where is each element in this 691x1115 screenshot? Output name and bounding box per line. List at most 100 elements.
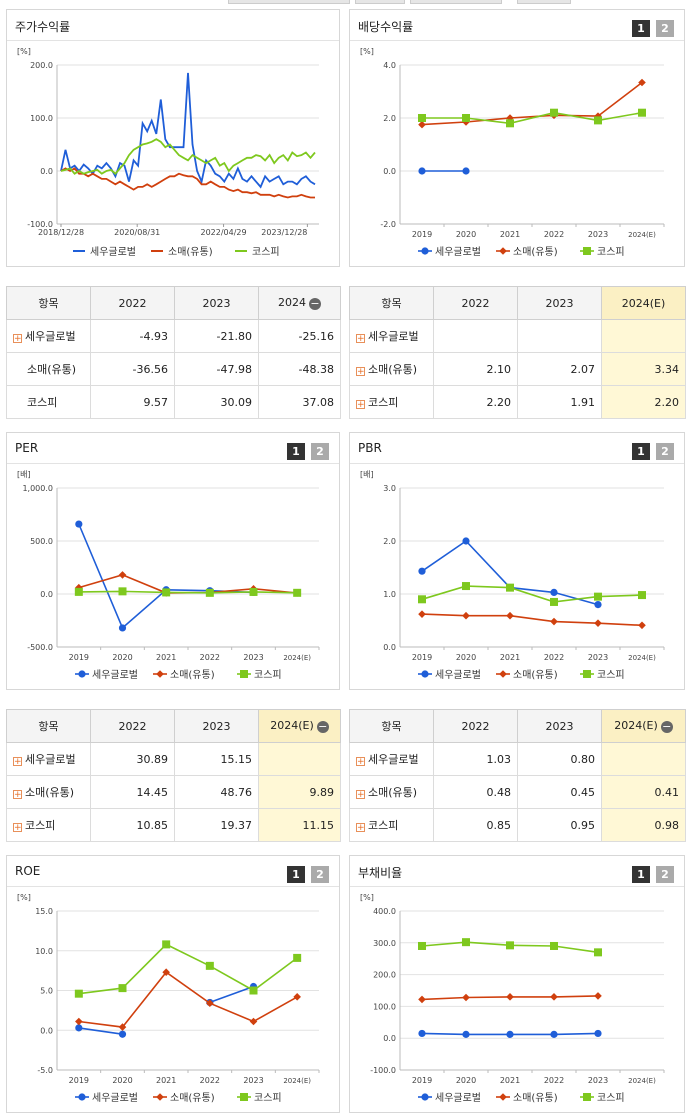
mode-1-button[interactable]: 1 [632, 443, 650, 460]
expand-icon[interactable]: + [356, 334, 365, 344]
row-name: 코스피 [368, 396, 399, 409]
table-cell: 1.03 [433, 742, 518, 776]
mode-2-button[interactable]: 2 [656, 20, 674, 37]
expand-icon[interactable]: + [356, 367, 365, 377]
expand-icon[interactable]: + [13, 823, 22, 833]
x-tick-label: 2024(E) [628, 231, 656, 239]
row-label[interactable]: + 세우글로벌 [6, 319, 91, 353]
mode-2-button[interactable]: 2 [311, 443, 329, 460]
data-point [462, 582, 470, 591]
table-cell: 30.89 [90, 742, 175, 776]
row-label[interactable]: + 소매(유통) [6, 775, 91, 809]
mode-1-button[interactable]: 1 [632, 866, 650, 883]
data-point [75, 520, 83, 528]
series-kospi [418, 582, 646, 606]
row-label[interactable]: + 코스피 [349, 385, 434, 419]
table-cell: 10.85 [90, 808, 175, 842]
table-cell: 9.57 [90, 385, 175, 419]
data-point [205, 588, 214, 597]
data-point [162, 940, 171, 949]
series-sewoo [418, 167, 470, 175]
y-unit-label: [%] [360, 893, 374, 902]
table-cell: 15.15 [174, 742, 259, 776]
y-tick-label: 5.0 [40, 987, 53, 996]
data-point [550, 108, 558, 117]
legend-label: 코스피 [597, 246, 625, 258]
x-tick-label: 2020 [112, 653, 132, 662]
table-cell: 1.91 [517, 385, 602, 419]
legend-item: 코스피 [580, 669, 625, 681]
mode-2-button[interactable]: 2 [311, 866, 329, 883]
legend-marker [499, 247, 507, 255]
data-point [594, 601, 602, 609]
y-tick-label: 100.0 [30, 114, 53, 123]
legend-marker [421, 247, 429, 255]
mode-1-button[interactable]: 1 [287, 443, 305, 460]
expand-icon[interactable]: + [13, 334, 22, 344]
mode-1-button[interactable]: 1 [632, 20, 650, 37]
x-tick-label: 2022 [200, 653, 220, 662]
collapse-icon[interactable]: − [316, 720, 329, 733]
top-tab[interactable] [517, 0, 571, 4]
mode-2-button[interactable]: 2 [656, 866, 674, 883]
row-label[interactable]: + 세우글로벌 [6, 742, 91, 776]
row-label[interactable]: + 세우글로벌 [349, 319, 434, 353]
expand-icon[interactable]: + [356, 400, 365, 410]
collapse-icon[interactable]: − [309, 297, 321, 310]
row-label[interactable]: + 세우글로벌 [349, 742, 434, 776]
top-tab[interactable] [228, 0, 350, 4]
x-tick-label: 2020/08/31 [114, 228, 160, 237]
expand-icon[interactable]: + [356, 823, 365, 833]
table-cell [517, 319, 602, 353]
mode-1-button[interactable]: 1 [287, 866, 305, 883]
chart-panel: PER 1 2 [배] 1,000.0 500.0 0.0 -500.0 2019 2020 202… [6, 432, 340, 690]
data-point [594, 592, 602, 601]
mode-2-button[interactable]: 2 [656, 443, 674, 460]
series-line [422, 111, 643, 125]
expand-icon[interactable]: + [13, 790, 22, 800]
chart-panel: 주가수익률 [%] 200.0 100.0 0.0 -100.0 2018/12/28 202… [6, 9, 340, 267]
legend-marker [78, 670, 86, 678]
data-point [118, 984, 127, 993]
legend-marker [78, 1093, 86, 1101]
legend-marker [499, 1093, 507, 1101]
y-tick-label: 2.0 [383, 114, 396, 123]
x-tick-label: 2019 [412, 230, 432, 239]
legend-item: 소매(유통) [151, 246, 213, 258]
y-tick-label: -100.0 [27, 220, 53, 229]
row-name: 세우글로벌 [368, 330, 419, 343]
legend-item: 세우글로벌 [75, 1092, 138, 1104]
table-cell [258, 742, 341, 776]
column-header: 2023 [517, 286, 602, 320]
collapse-icon[interactable]: − [660, 720, 673, 733]
table-cell: 0.98 [601, 808, 686, 842]
expand-icon[interactable]: + [13, 757, 22, 767]
y-tick-label: -100.0 [370, 1066, 396, 1075]
x-tick-label: 2022 [200, 1076, 220, 1085]
legend-label: 세우글로벌 [92, 669, 138, 681]
series-sewoo [75, 520, 258, 632]
table-cell: -25.16 [258, 319, 341, 353]
row-label[interactable]: + 소매(유통) [349, 352, 434, 386]
series-retail [418, 78, 646, 129]
row-label[interactable]: + 코스피 [349, 808, 434, 842]
top-tab-strip [0, 0, 691, 6]
x-tick-label: 2023 [588, 1076, 608, 1085]
line-chart: [%] 15.0 10.0 5.0 0.0 -5.0 2019 2020 2021 2022 202… [17, 893, 320, 1104]
divider [350, 40, 684, 41]
row-label[interactable]: + 코스피 [6, 808, 91, 842]
table-cell: 0.95 [517, 808, 602, 842]
expand-icon[interactable]: + [356, 790, 365, 800]
row-name: 소매(유통) [27, 363, 77, 376]
x-tick-label: 2023 [588, 653, 608, 662]
top-tab[interactable] [410, 0, 502, 4]
row-label[interactable]: + 소매(유통) [349, 775, 434, 809]
expand-icon[interactable]: + [356, 757, 365, 767]
column-header: 항목 [349, 709, 434, 743]
top-tab[interactable] [355, 0, 405, 4]
x-tick-label: 2022 [544, 230, 564, 239]
data-point [506, 119, 514, 128]
legend-marker [499, 670, 507, 678]
